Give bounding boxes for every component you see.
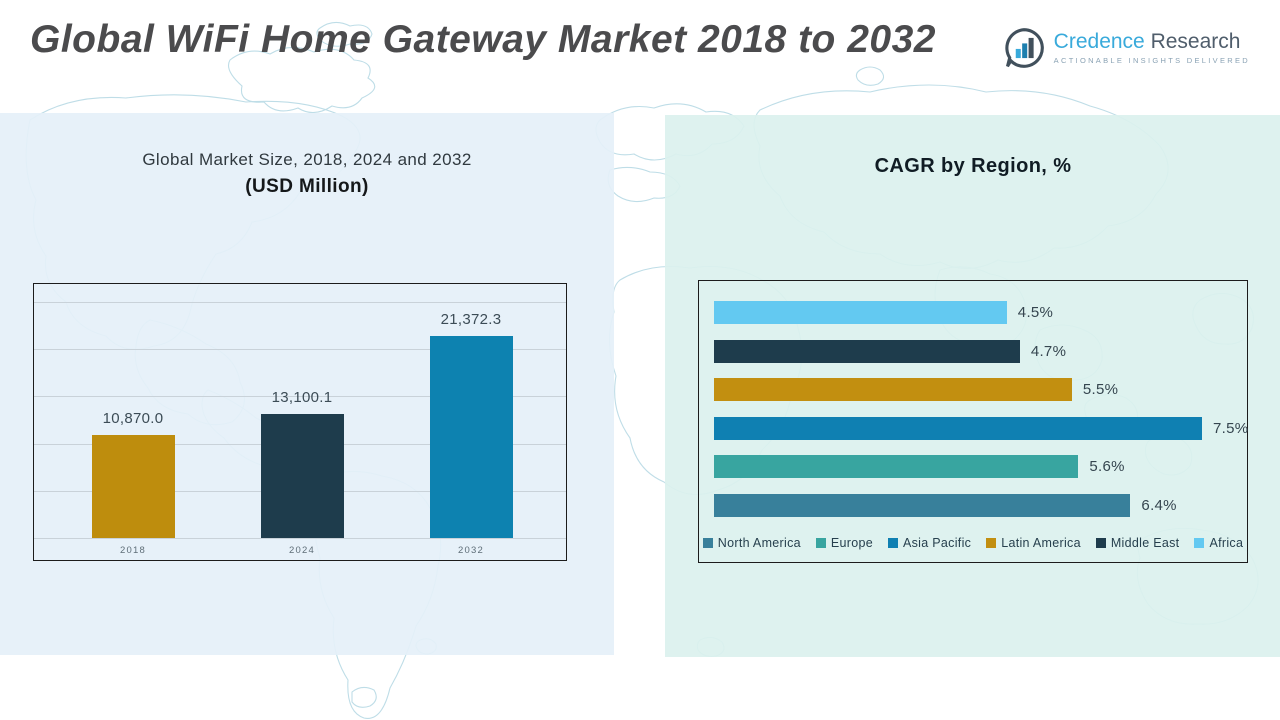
logo-brand-text: Credence Research <box>1054 31 1250 53</box>
legend-label: Africa <box>1209 536 1244 550</box>
legend-label: North America <box>717 536 801 550</box>
logo-brand-primary: Credence <box>1053 30 1145 53</box>
bar-africa <box>714 301 1007 324</box>
legend-label: Asia Pacific <box>902 536 972 550</box>
legend-swatch-icon <box>815 538 826 548</box>
bar-north-america <box>714 494 1131 517</box>
credence-research-logo: Credence Research Actionable Insights De… <box>1002 26 1250 70</box>
bar-value-label: 13,100.1 <box>271 389 333 407</box>
bar-value-label: 4.7% <box>1030 342 1067 360</box>
legend-item-africa: Africa <box>1194 536 1243 550</box>
bar-value-label: 5.6% <box>1089 458 1125 476</box>
bar-value-label: 7.5% <box>1213 419 1249 437</box>
bar-value-label: 6.4% <box>1141 497 1177 514</box>
legend-swatch-icon <box>986 538 997 548</box>
bar-chart-speech-bubble-icon <box>1005 28 1044 68</box>
gridline <box>34 538 566 539</box>
gridline <box>34 349 566 351</box>
logo-tagline: Actionable Insights Delivered <box>1053 56 1250 65</box>
bar-middle-east <box>714 339 1020 363</box>
gridline <box>34 396 566 398</box>
bar-value-label: 21,372.3 <box>440 311 502 329</box>
x-axis-label: 2018 <box>120 545 146 556</box>
legend-item-north-america: North America <box>702 536 801 550</box>
bar-2032 <box>429 336 513 538</box>
legend-swatch-icon <box>1194 538 1205 548</box>
legend-swatch-icon <box>887 538 898 548</box>
market-size-chart-title: Global Market Size, 2018, 2024 and 2032 <box>142 150 472 169</box>
legend-label: Middle East <box>1110 536 1180 550</box>
legend-item-asia-pacific: Asia Pacific <box>887 536 972 550</box>
bar-asia-pacific <box>714 416 1202 440</box>
bar-value-label: 4.5% <box>1017 304 1054 321</box>
x-axis-label: 2032 <box>458 545 484 556</box>
bar-europe <box>714 455 1079 479</box>
bar-2018 <box>91 435 175 538</box>
bar-value-label: 5.5% <box>1082 381 1119 399</box>
legend: North America Europe Asia Pacific Latin Ame… <box>699 536 1247 550</box>
cagr-chart-title: CAGR by Region, % <box>874 155 1072 177</box>
bar-latin-america <box>714 378 1072 402</box>
page-title: Global WiFi Home Gateway Market 2018 to … <box>30 18 936 61</box>
legend-item-latin-america: Latin America <box>986 536 1081 550</box>
market-size-chart: 10,870.0 2018 13,100.1 2024 21,372.3 2032 <box>33 283 567 561</box>
bar-value-label: 10,870.0 <box>102 410 164 428</box>
x-axis-label: 2024 <box>289 545 315 556</box>
legend-label: Europe <box>830 536 873 550</box>
bar-2024 <box>260 414 344 538</box>
legend-item-europe: Europe <box>815 536 873 550</box>
market-size-chart-subtitle: (USD Million) <box>245 176 369 197</box>
cagr-chart: 4.5% 4.7% 5.5% 7.5% 5.6% 6.4% North America Eur… <box>698 280 1248 563</box>
logo-brand-secondary: Research <box>1150 30 1241 53</box>
gridline <box>34 302 566 303</box>
legend-swatch-icon <box>1095 538 1106 548</box>
legend-swatch-icon <box>702 538 713 548</box>
legend-item-middle-east: Middle East <box>1095 536 1180 550</box>
legend-label: Latin America <box>1001 536 1081 550</box>
